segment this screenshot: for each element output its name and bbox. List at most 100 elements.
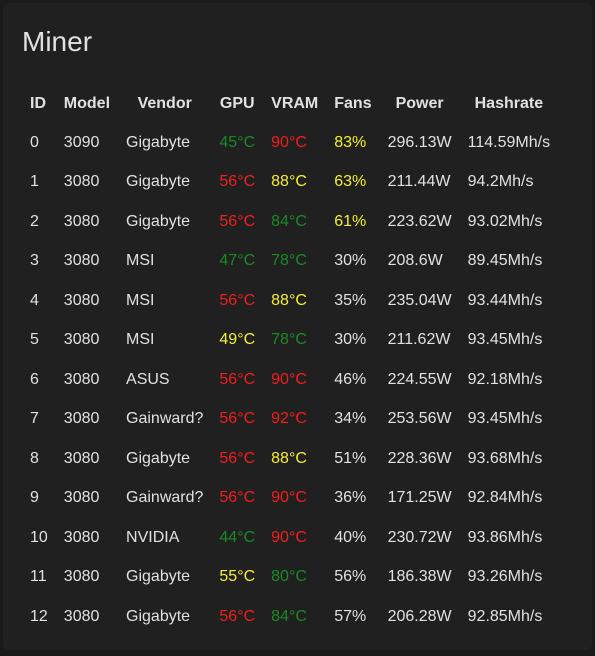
cell-vendor: Gigabyte	[126, 212, 191, 230]
cell-vram-temp: 88°C	[271, 449, 307, 467]
cell-power: 230.72W	[387, 528, 452, 546]
cell-id: 0	[30, 133, 39, 151]
cell-model: 3080	[63, 528, 100, 546]
cell-gpu-temp: 55°C	[219, 568, 256, 586]
cell-id: 9	[30, 489, 39, 507]
cell-power: 206.28W	[387, 607, 452, 625]
cell-vram-temp: 78°C	[271, 331, 307, 349]
cell-fans: 57%	[334, 607, 367, 625]
cell-fans: 30%	[334, 331, 367, 349]
cell-vendor: Gigabyte	[126, 568, 191, 586]
cell-hashrate: 92.85Mh/s	[467, 607, 543, 625]
cell-vram-temp: 90°C	[271, 528, 307, 546]
cell-power: 253.56W	[387, 410, 452, 428]
cell-hashrate: 92.18Mh/s	[467, 370, 543, 388]
cell-hashrate: 114.59Mh/s	[467, 133, 551, 151]
cell-power: 296.13W	[387, 133, 452, 151]
cell-fans: 83%	[334, 133, 367, 151]
cell-gpu-temp: 56°C	[219, 173, 256, 191]
cell-vram-temp: 78°C	[271, 252, 307, 270]
cell-gpu-temp: 56°C	[219, 370, 256, 388]
cell-id: 7	[30, 410, 39, 428]
cell-id: 12	[30, 607, 48, 625]
column-header-vram: VRAM	[271, 95, 319, 112]
cell-gpu-temp: 56°C	[219, 291, 256, 309]
cell-hashrate: 93.26Mh/s	[467, 568, 543, 586]
cell-model: 3080	[63, 607, 100, 625]
cell-hashrate: 89.45Mh/s	[467, 252, 543, 270]
cell-hashrate: 93.45Mh/s	[467, 331, 543, 349]
cell-vendor: NVIDIA	[126, 528, 180, 546]
card-title: Miner	[22, 26, 93, 57]
cell-power: 171.25W	[387, 489, 452, 507]
cell-power: 208.6W	[387, 252, 443, 270]
cell-vendor: MSI	[126, 291, 155, 309]
cell-fans: 35%	[334, 291, 367, 309]
cell-fans: 56%	[334, 568, 367, 586]
cell-model: 3080	[63, 173, 100, 191]
cell-id: 10	[30, 528, 48, 546]
cell-model: 3080	[63, 489, 100, 507]
table-row: 1 3080 Gigabyte 56°C 88°C 63% 211.44W 94.2Mh/s	[22, 163, 558, 203]
table-row: 6 3080 ASUS 56°C 90°C 46% 224.55W 92.18Mh/s	[22, 360, 558, 400]
cell-gpu-temp: 56°C	[219, 449, 256, 467]
table-row: 8 3080 Gigabyte 56°C 88°C 51% 228.36W 93.68Mh/s	[22, 439, 558, 479]
miner-card: Miner ID Model Vendor GPU VRAM Fans Powe…	[3, 3, 592, 650]
column-header-power: Power	[395, 95, 444, 112]
cell-fans: 30%	[334, 252, 367, 270]
cell-vendor: Gainward?	[126, 410, 204, 428]
column-header-vendor: Vendor	[137, 95, 192, 112]
cell-vendor: ASUS	[126, 370, 170, 388]
cell-hashrate: 93.45Mh/s	[467, 410, 543, 428]
cell-power: 211.44W	[387, 173, 451, 191]
table-row: 4 3080 MSI 56°C 88°C 35% 235.04W 93.44Mh/s	[22, 281, 558, 321]
column-header-model: Model	[63, 95, 111, 112]
cell-power: 211.62W	[387, 331, 451, 349]
cell-fans: 36%	[334, 489, 367, 507]
cell-vendor: Gigabyte	[126, 173, 191, 191]
column-header-id: ID	[30, 95, 46, 112]
column-header-gpu: GPU	[219, 95, 255, 112]
cell-model: 3080	[63, 410, 100, 428]
table-row: 12 3080 Gigabyte 56°C 84°C 57% 206.28W 92.85Mh/…	[22, 597, 558, 637]
cell-hashrate: 93.86Mh/s	[467, 528, 543, 546]
table-header-row: ID Model Vendor GPU VRAM Fans Power Hash…	[22, 85, 558, 123]
cell-id: 2	[30, 212, 39, 230]
miner-table: ID Model Vendor GPU VRAM Fans Power Hash…	[22, 85, 558, 637]
cell-fans: 61%	[334, 212, 367, 230]
cell-model: 3080	[63, 370, 100, 388]
cell-id: 4	[30, 291, 39, 309]
cell-model: 3080	[63, 568, 100, 586]
column-header-fans: Fans	[334, 95, 372, 112]
cell-fans: 51%	[334, 449, 367, 467]
cell-vram-temp: 90°C	[271, 133, 307, 151]
cell-power: 235.04W	[387, 291, 452, 309]
table-row: 10 3080 NVIDIA 44°C 90°C 40% 230.72W 93.86Mh/s	[22, 518, 558, 558]
cell-vendor: MSI	[126, 252, 155, 270]
cell-gpu-temp: 44°C	[219, 528, 256, 546]
cell-vram-temp: 90°C	[271, 370, 307, 388]
table-row: 7 3080 Gainward? 56°C 92°C 34% 253.56W 93.45Mh/…	[22, 400, 558, 440]
cell-vendor: Gigabyte	[126, 449, 191, 467]
cell-gpu-temp: 56°C	[219, 212, 256, 230]
cell-model: 3080	[63, 252, 100, 270]
table-row: 0 3090 Gigabyte 45°C 90°C 83% 296.13W 114.59Mh/…	[22, 123, 558, 163]
column-header-hashrate: Hashrate	[474, 95, 544, 112]
cell-gpu-temp: 49°C	[219, 331, 256, 349]
cell-fans: 40%	[334, 528, 367, 546]
cell-hashrate: 94.2Mh/s	[467, 173, 534, 191]
cell-model: 3090	[63, 133, 100, 151]
table-row: 2 3080 Gigabyte 56°C 84°C 61% 223.62W 93.02Mh/s	[22, 202, 558, 242]
cell-gpu-temp: 56°C	[219, 607, 256, 625]
cell-vram-temp: 80°C	[271, 568, 307, 586]
table-row: 11 3080 Gigabyte 55°C 80°C 56% 186.38W 93.26Mh/…	[22, 558, 558, 598]
cell-power: 223.62W	[387, 212, 452, 230]
cell-id: 6	[30, 370, 39, 388]
cell-vram-temp: 92°C	[271, 410, 307, 428]
cell-gpu-temp: 45°C	[219, 133, 256, 151]
cell-power: 186.38W	[387, 568, 452, 586]
table-row: 9 3080 Gainward? 56°C 90°C 36% 171.25W 92.84Mh/…	[22, 479, 558, 519]
cell-model: 3080	[63, 291, 100, 309]
table-row: 3 3080 MSI 47°C 78°C 30% 208.6W 89.45Mh/s	[22, 242, 558, 282]
cell-fans: 63%	[334, 173, 367, 191]
